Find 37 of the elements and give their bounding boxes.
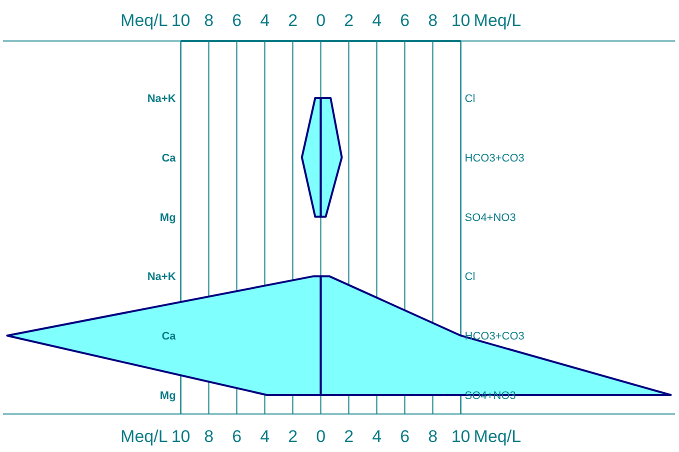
x2-tick-label: 10 xyxy=(451,11,470,30)
x-tick-label: 2 xyxy=(288,427,298,446)
y2-tick-label: HCO3+CO3 xyxy=(464,152,524,164)
x-tick-label: 2 xyxy=(344,427,354,446)
x-tick-label: 10 xyxy=(451,427,470,446)
x2-tick-label: 4 xyxy=(372,11,382,30)
x2-tick-label: 2 xyxy=(288,11,298,30)
x2-tick-label: 6 xyxy=(232,11,242,30)
y-tick-label: Na+K xyxy=(147,271,176,284)
y-tick-label: Na+K xyxy=(147,93,176,105)
x2-tick-label: 2 xyxy=(344,11,354,30)
x2-tick-label: 6 xyxy=(400,11,410,30)
y2-tick-label: Cl xyxy=(464,271,476,284)
x2-tick-label: 10 xyxy=(171,11,190,30)
x2-axis-title: Meq/L xyxy=(120,11,168,30)
x2-tick-label: 0 xyxy=(316,11,326,30)
x-tick-label: 8 xyxy=(428,427,438,446)
y-tick-label: Ca xyxy=(162,330,177,343)
x2-tick-label: 4 xyxy=(260,11,270,30)
x2-tick-label: 8 xyxy=(428,11,438,30)
y-tick-label: Mg xyxy=(160,390,176,402)
x-tick-label: 0 xyxy=(316,427,326,446)
y-tick-label: Mg xyxy=(160,212,176,224)
y-tick-label: Ca xyxy=(162,152,177,164)
y2-tick-label: HCO3+CO3 xyxy=(464,330,524,343)
x-axis-title: Meq/L xyxy=(120,427,168,446)
x-tick-label: 6 xyxy=(232,427,242,446)
y2-tick-label: Cl xyxy=(464,93,476,105)
x-tick-label: 10 xyxy=(171,427,190,446)
x-tick-label: 4 xyxy=(372,427,382,446)
text: Meq/L xyxy=(474,427,522,446)
x-tick-label: 6 xyxy=(400,427,410,446)
x2-tick-label: 8 xyxy=(204,11,214,30)
x-tick-label: 4 xyxy=(260,427,270,446)
x-tick-label: 8 xyxy=(204,427,214,446)
y2-tick-label: SO4+NO3 xyxy=(464,212,516,224)
text: Meq/L xyxy=(474,11,522,30)
